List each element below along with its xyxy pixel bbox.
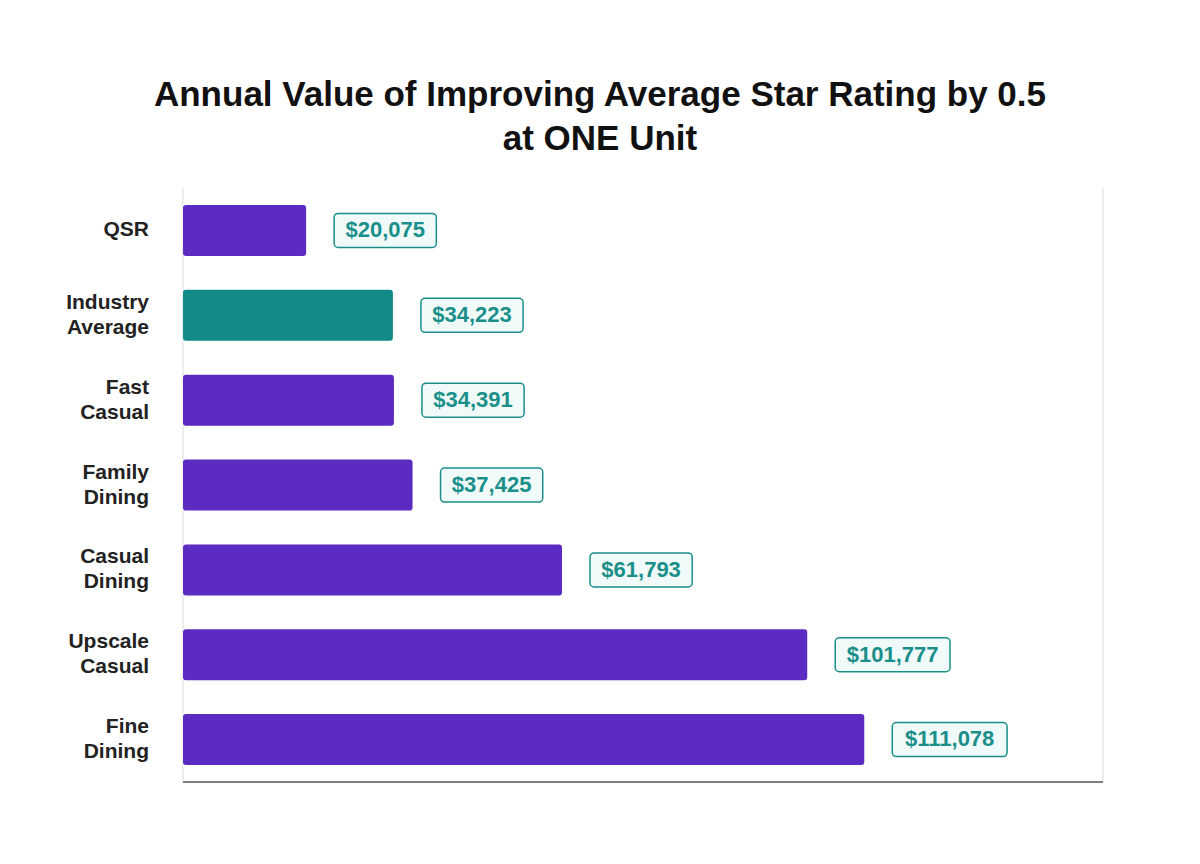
svg-text:$37,425: $37,425	[452, 472, 532, 497]
svg-text:$111,078: $111,078	[905, 726, 994, 751]
html-text:Annual Value of Improving Aver: Annual Value of Improving Average Star R…	[154, 74, 1046, 157]
svg-text:$20,075: $20,075	[345, 217, 425, 242]
svg-text:UpscaleCasual: UpscaleCasual	[68, 629, 149, 677]
svg-text:FineDining: FineDining	[84, 714, 149, 762]
svg-text:QSR: QSR	[103, 217, 149, 240]
svg-text:$101,777: $101,777	[847, 642, 939, 667]
svg-text:FamilyDining: FamilyDining	[82, 459, 149, 507]
svg-text:CasualDining: CasualDining	[80, 544, 149, 592]
svg-text:$61,793: $61,793	[601, 557, 681, 582]
svg-text:$34,391: $34,391	[433, 387, 513, 412]
svg-text:$34,223: $34,223	[432, 302, 512, 327]
svg-text:FastCasual: FastCasual	[80, 374, 149, 422]
svg-text:IndustryAverage: IndustryAverage	[66, 289, 149, 337]
